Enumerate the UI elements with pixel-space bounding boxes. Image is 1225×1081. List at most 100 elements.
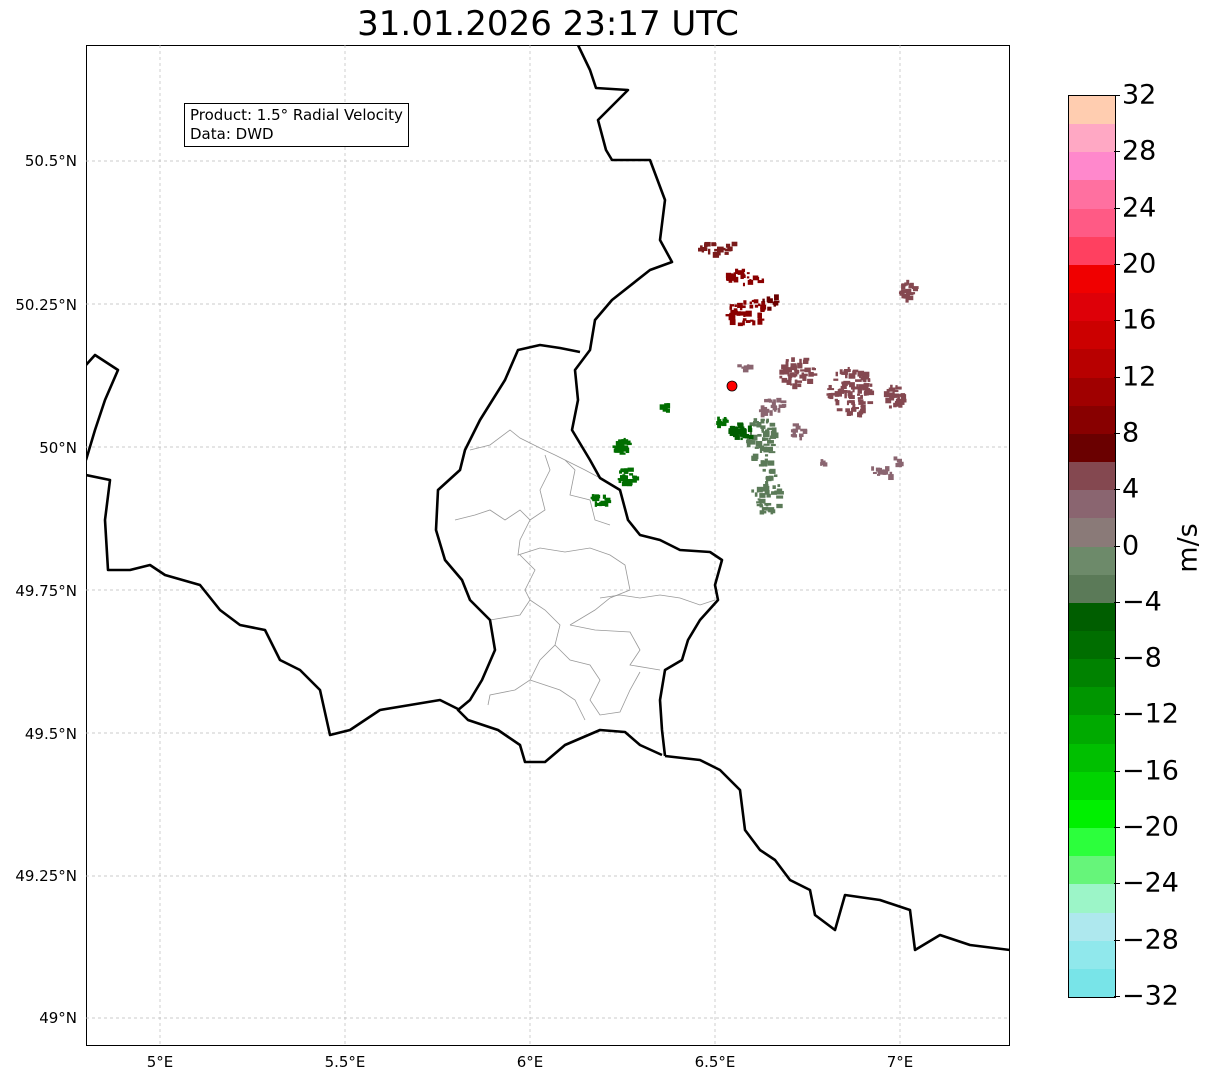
echo-pixel: [751, 434, 758, 441]
echo-pixel: [780, 400, 787, 404]
echo-pixel: [853, 386, 860, 390]
echo-pixel: [594, 501, 598, 507]
echo-pixel: [769, 410, 773, 416]
echo-pixel: [746, 439, 753, 444]
colorbar-segment: [1069, 574, 1115, 603]
echo-pixel: [773, 301, 779, 306]
echo-pixel: [746, 442, 751, 448]
gridlines: [86, 45, 1010, 1046]
echo-pixel: [764, 460, 768, 467]
echo-pixel: [751, 455, 756, 461]
echo-pixel: [727, 246, 733, 252]
lat-label: 49.25°N: [15, 867, 77, 885]
echo-pixel: [732, 426, 739, 430]
radar-map[interactable]: Product: 1.5° Radial Velocity Data: DWD: [86, 45, 1010, 1046]
lon-label: 7°E: [886, 1053, 914, 1071]
echo-pixel: [895, 385, 898, 390]
echo-pixel: [730, 425, 735, 432]
lon-label: 6°E: [516, 1053, 544, 1071]
echo-pixel: [837, 389, 845, 394]
echo-pixel: [614, 447, 618, 452]
echo-pixel: [895, 386, 902, 390]
echo-pixel: [802, 429, 808, 434]
echo-pixel: [754, 304, 759, 308]
echo-pixel: [763, 485, 770, 490]
echo-pixel: [742, 433, 750, 439]
echo-pixel: [799, 436, 803, 441]
echo-pixel: [752, 320, 756, 326]
echo-pixel: [740, 433, 744, 437]
colorbar-tick-label: 16: [1122, 304, 1157, 336]
echo-pixel: [828, 384, 832, 390]
lon-label: 6.5°E: [694, 1053, 736, 1071]
echo-pixel: [604, 497, 611, 501]
colorbar-segment: [1069, 828, 1115, 857]
echo-pixel: [612, 445, 618, 449]
echo-pixel: [876, 467, 883, 472]
echo-pixel: [761, 446, 768, 452]
echo-pixel: [725, 243, 731, 248]
colorbar-unit-label: m/s: [1172, 523, 1204, 573]
colorbar-tick-label: −4: [1122, 586, 1162, 618]
echo-pixel: [659, 404, 665, 410]
colorbar-segment: [1069, 152, 1115, 181]
echo-pixel: [857, 370, 865, 377]
echo-pixel: [760, 460, 765, 466]
echo-pixel: [729, 312, 736, 316]
echo-pixel: [773, 408, 777, 412]
colorbar-segment: [1069, 349, 1115, 378]
echo-pixel: [761, 278, 765, 281]
echo-pixel: [765, 476, 768, 480]
echo-pixel: [912, 288, 919, 292]
echo-pixel: [763, 437, 769, 441]
echo-pixel: [820, 462, 823, 466]
product-label: Product: 1.5° Radial Velocity: [190, 106, 403, 124]
colorbar-segment: [1069, 743, 1115, 772]
radar-echoes: [590, 241, 919, 515]
echo-pixel: [888, 474, 894, 481]
echo-pixel: [777, 408, 781, 413]
echo-pixel: [776, 488, 783, 492]
echo-pixel: [908, 283, 913, 289]
echo-pixel: [843, 380, 851, 385]
echo-pixel: [765, 429, 768, 436]
echo-pixel: [855, 379, 862, 382]
colorbar-segment: [1069, 377, 1115, 406]
echo-pixel: [772, 434, 776, 439]
echo-pixel: [760, 310, 765, 313]
echo-pixel: [779, 375, 783, 379]
echo-pixel: [903, 290, 908, 294]
echo-pixel: [892, 390, 899, 393]
echo-pixel: [749, 431, 752, 436]
echo-pixel: [861, 404, 866, 409]
echo-pixel: [755, 440, 763, 447]
echo-pixel: [732, 433, 736, 438]
echo-pixel: [844, 392, 847, 399]
echo-pixel: [776, 503, 783, 509]
echo-pixel: [801, 373, 808, 377]
echo-pixel: [623, 468, 629, 474]
echo-pixel: [900, 393, 904, 397]
echo-pixel: [799, 374, 803, 379]
echo-pixel: [760, 304, 767, 310]
echo-pixel: [792, 423, 800, 427]
echo-pixel: [867, 378, 871, 382]
echo-pixel: [866, 388, 869, 394]
echo-pixel: [737, 322, 743, 327]
colorbar-tick: [1114, 376, 1120, 378]
echo-pixel: [722, 420, 727, 426]
echo-pixel: [746, 276, 750, 279]
colorbar-segment: [1069, 602, 1115, 631]
echo-pixel: [822, 462, 828, 467]
colorbar-tick-label: 4: [1122, 473, 1140, 505]
radar-site-marker[interactable]: [726, 380, 738, 392]
echo-pixel: [757, 498, 761, 501]
echo-pixel: [863, 371, 870, 377]
echo-pixel: [857, 397, 862, 400]
colorbar-segment: [1069, 968, 1115, 997]
echo-pixel: [736, 311, 741, 315]
echo-pixel: [622, 479, 630, 484]
echo-pixel: [863, 385, 869, 390]
echo-pixel: [740, 437, 743, 441]
echo-pixel: [898, 291, 905, 294]
